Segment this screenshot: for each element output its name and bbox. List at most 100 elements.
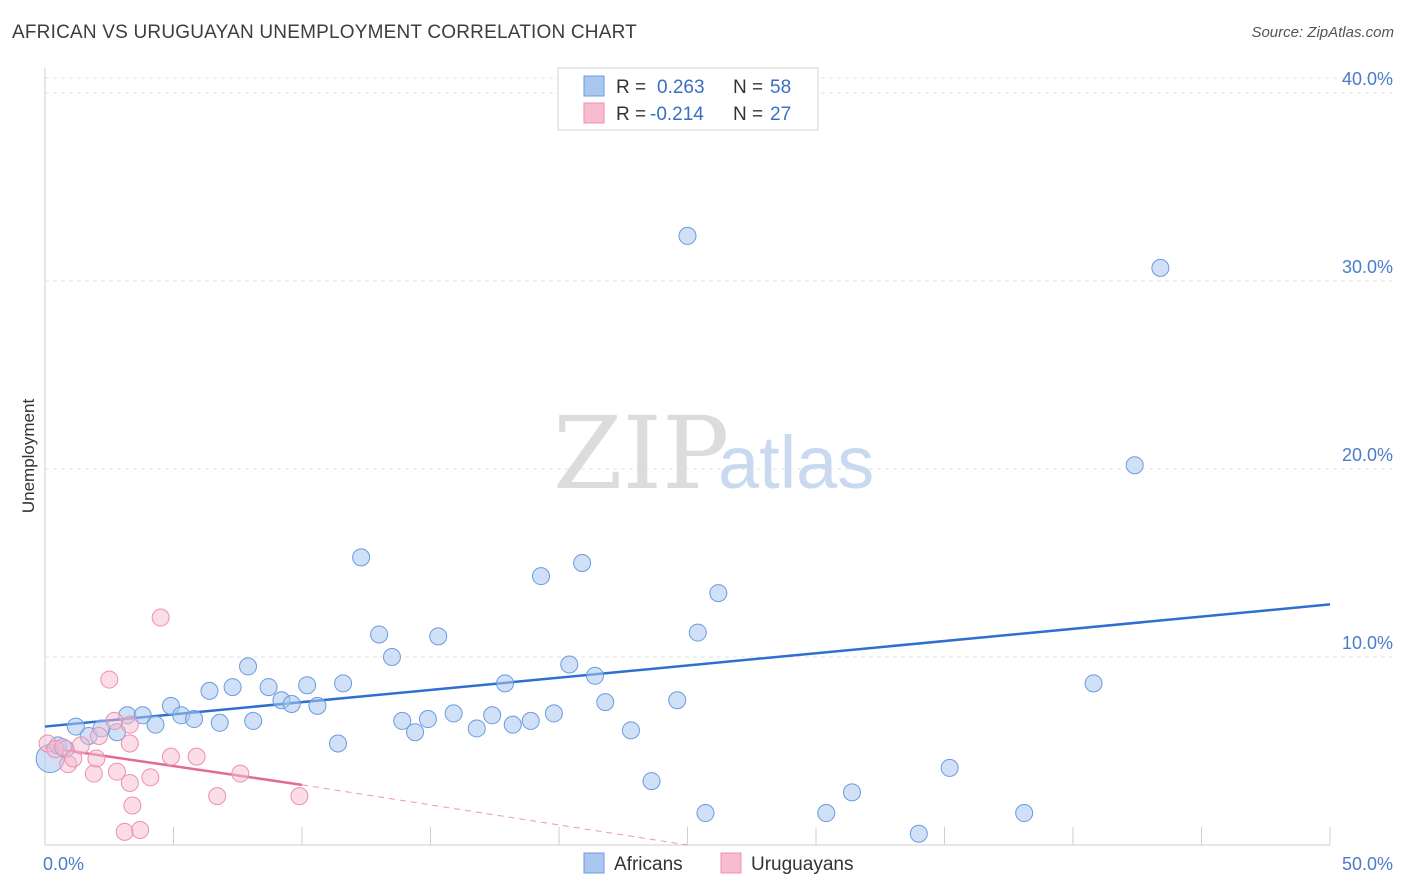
point-africans-40 xyxy=(560,655,579,674)
correlation-legend: R = 0.263 N = 58 R = -0.214 N = 27 xyxy=(557,67,819,131)
point-uruguayans-9 xyxy=(100,670,119,689)
grid-lines xyxy=(45,77,1392,658)
point-africans-48 xyxy=(688,623,707,642)
source-label: Source: ZipAtlas.com xyxy=(1251,24,1394,41)
point-africans-32 xyxy=(444,704,463,723)
y-tick-label-0: 10.0% xyxy=(1342,633,1393,653)
point-africans-44 xyxy=(621,721,640,740)
legend-africans-r-label: R = xyxy=(616,77,646,98)
point-africans-35 xyxy=(496,674,515,693)
point-africans-12 xyxy=(185,710,204,729)
point-africans-39 xyxy=(544,704,563,723)
trend-lines xyxy=(44,603,1331,846)
y-axis-label: Unemployment xyxy=(19,399,38,514)
point-africans-13 xyxy=(200,681,219,700)
point-africans-22 xyxy=(308,696,327,715)
watermark: ZIP atlas xyxy=(553,395,874,512)
series-legend-swatch-uruguayans xyxy=(720,852,742,874)
x-tick-label-1: 50.0% xyxy=(1342,854,1393,874)
point-africans-46 xyxy=(668,691,687,710)
point-africans-27 xyxy=(382,648,401,667)
point-africans-17 xyxy=(244,711,263,730)
point-africans-53 xyxy=(909,824,928,843)
legend-africans-n-value: 58 xyxy=(770,77,791,98)
point-africans-9 xyxy=(146,715,165,734)
point-africans-29 xyxy=(406,723,425,742)
chart-title: AFRICAN VS URUGUAYAN UNEMPLOYMENT CORREL… xyxy=(12,22,637,43)
point-africans-18 xyxy=(259,678,278,697)
point-africans-43 xyxy=(596,693,615,712)
point-africans-20 xyxy=(282,695,301,714)
point-uruguayans-24 xyxy=(290,787,309,806)
trend-line-africans xyxy=(44,603,1331,728)
series-legend-africans: Africans xyxy=(614,854,683,875)
y-tick-label-2: 30.0% xyxy=(1342,257,1393,277)
point-uruguayans-4 xyxy=(64,749,83,768)
legend-uruguayans-n-label: N = xyxy=(733,104,763,125)
point-africans-52 xyxy=(842,783,861,802)
y-tick-label-1: 20.0% xyxy=(1342,445,1393,465)
point-uruguayans-20 xyxy=(161,747,180,766)
legend-swatch-africans xyxy=(583,75,605,97)
point-uruguayans-18 xyxy=(141,768,160,787)
point-africans-28 xyxy=(393,711,412,730)
point-africans-38 xyxy=(532,567,551,586)
point-uruguayans-17 xyxy=(131,820,150,839)
point-uruguayans-15 xyxy=(120,773,139,792)
point-africans-55 xyxy=(1015,804,1034,823)
watermark-atlas: atlas xyxy=(718,421,874,504)
point-uruguayans-6 xyxy=(84,764,103,783)
legend-africans-n-label: N = xyxy=(733,77,763,98)
point-africans-49 xyxy=(696,804,715,823)
point-uruguayans-2 xyxy=(53,738,72,757)
point-uruguayans-16 xyxy=(123,796,142,815)
data-points xyxy=(35,226,1170,843)
point-africans-30 xyxy=(418,710,437,729)
point-uruguayans-21 xyxy=(187,747,206,766)
trend-line-uruguayans xyxy=(44,746,303,787)
point-uruguayans-14 xyxy=(115,822,134,841)
point-uruguayans-22 xyxy=(208,787,227,806)
point-africans-54 xyxy=(940,758,959,777)
legend-swatch-uruguayans xyxy=(583,102,605,124)
tick-labels: 10.0% 20.0% 30.0% 40.0% 0.0% 50.0% xyxy=(43,69,1393,874)
point-africans-26 xyxy=(370,625,389,644)
point-africans-58 xyxy=(1151,258,1170,277)
watermark-zip: ZIP xyxy=(553,395,729,512)
x-tick-label-0: 0.0% xyxy=(43,854,84,874)
point-africans-15 xyxy=(223,678,242,697)
point-africans-24 xyxy=(334,674,353,693)
point-uruguayans-23 xyxy=(231,764,250,783)
point-uruguayans-7 xyxy=(87,749,106,768)
series-legend-swatch-africans xyxy=(583,852,605,874)
point-africans-47 xyxy=(678,226,697,245)
point-africans-37 xyxy=(521,711,540,730)
point-africans-42 xyxy=(585,666,604,685)
point-africans-3 xyxy=(66,717,85,736)
point-africans-36 xyxy=(503,715,522,734)
point-uruguayans-11 xyxy=(120,734,139,753)
point-africans-16 xyxy=(239,657,258,676)
point-africans-56 xyxy=(1084,674,1103,693)
point-africans-51 xyxy=(817,804,836,823)
point-uruguayans-5 xyxy=(71,736,90,755)
legend-uruguayans-n-value: 27 xyxy=(770,104,791,125)
point-africans-33 xyxy=(467,719,486,738)
point-uruguayans-10 xyxy=(105,711,124,730)
point-africans-41 xyxy=(573,554,592,573)
point-africans-8 xyxy=(133,706,152,725)
point-africans-57 xyxy=(1125,456,1144,475)
legend-uruguayans-r-value: -0.214 xyxy=(650,104,704,125)
point-africans-50 xyxy=(709,584,728,603)
legend-uruguayans-r-label: R = xyxy=(616,104,646,125)
point-uruguayans-12 xyxy=(120,715,139,734)
trend-line-uruguayans-extension xyxy=(301,784,688,846)
y-tick-label-3: 40.0% xyxy=(1342,69,1393,89)
point-africans-21 xyxy=(298,676,317,695)
point-africans-31 xyxy=(429,627,448,646)
point-uruguayans-13 xyxy=(107,762,126,781)
point-uruguayans-8 xyxy=(89,726,108,745)
point-africans-23 xyxy=(328,734,347,753)
point-africans-14 xyxy=(210,713,229,732)
